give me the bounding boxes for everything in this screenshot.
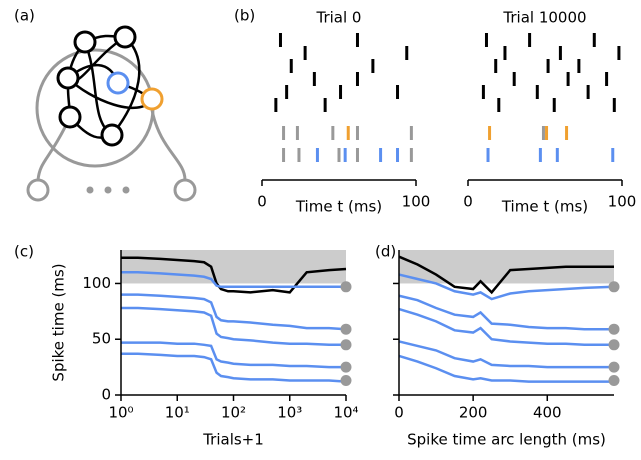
input-neuron [26, 178, 50, 202]
spike-time-line [398, 307, 614, 347]
x-tick-label: 0 [257, 193, 267, 211]
y-tick-label: 50 [92, 330, 111, 348]
spike-time-line [121, 341, 346, 369]
x-tick-label: 400 [533, 404, 562, 422]
target-spike [340, 281, 352, 293]
target-spike [340, 323, 352, 335]
panel-label: (b) [234, 7, 255, 25]
spike-time-line [398, 354, 614, 383]
panel-title: Trial 10000 [502, 9, 586, 27]
neuron [106, 71, 130, 95]
target-spike [608, 323, 620, 335]
input-lines [36, 109, 187, 181]
x-axis-label: Time t (ms) [295, 198, 382, 216]
target-spike [608, 281, 620, 293]
x-axis-label: Spike time arc length (ms) [407, 431, 606, 449]
spike-time-line [398, 294, 614, 331]
x-tick-label: 10⁴ [333, 404, 358, 422]
ellipsis-dot [86, 186, 94, 194]
input-neuron [173, 178, 197, 202]
network-diagram [26, 25, 197, 202]
target-spike [608, 361, 620, 373]
spike-time-line [121, 271, 346, 289]
neuron [56, 66, 80, 90]
x-axis-label: Trials+1 [202, 431, 264, 449]
spike-time-line [121, 306, 346, 347]
x-tick-label: 0 [394, 404, 404, 422]
target-spike [340, 361, 352, 373]
target-spike [608, 375, 620, 386]
spike-time-line [121, 352, 347, 383]
target-spike [340, 375, 352, 386]
neuron [100, 123, 124, 147]
panel-label: (d) [375, 243, 396, 261]
spike-time-line [398, 273, 615, 301]
target-spike [608, 339, 620, 351]
x-tick-label: 10⁰ [108, 404, 133, 422]
panel-label: (a) [14, 7, 35, 25]
x-axis-label: Time t (ms) [501, 198, 588, 216]
neuron [113, 25, 137, 49]
neuron [58, 105, 82, 129]
ellipsis-dot [104, 186, 112, 194]
panel-label: (c) [14, 243, 34, 261]
target-band [121, 250, 346, 284]
spike-time-line [398, 340, 614, 369]
x-tick-label: 10¹ [165, 404, 190, 422]
y-tick-label: 0 [101, 386, 111, 404]
ellipsis-dot [122, 186, 130, 194]
x-tick-label: 10³ [277, 404, 302, 422]
neuron [140, 87, 164, 111]
spike-time-line [121, 293, 347, 331]
neuron [73, 30, 97, 54]
x-tick-label: 200 [459, 404, 488, 422]
spike-time-line [398, 255, 614, 295]
x-tick-label: 10² [221, 404, 246, 422]
y-axis-label: Spike time (ms) [50, 263, 68, 381]
x-tick-label: 100 [402, 193, 431, 211]
y-tick-label: 100 [82, 274, 111, 292]
target-spike [340, 339, 352, 351]
x-tick-label: 100 [608, 193, 637, 211]
x-tick-label: 0 [463, 193, 473, 211]
panel-title: Trial 0 [316, 9, 362, 27]
